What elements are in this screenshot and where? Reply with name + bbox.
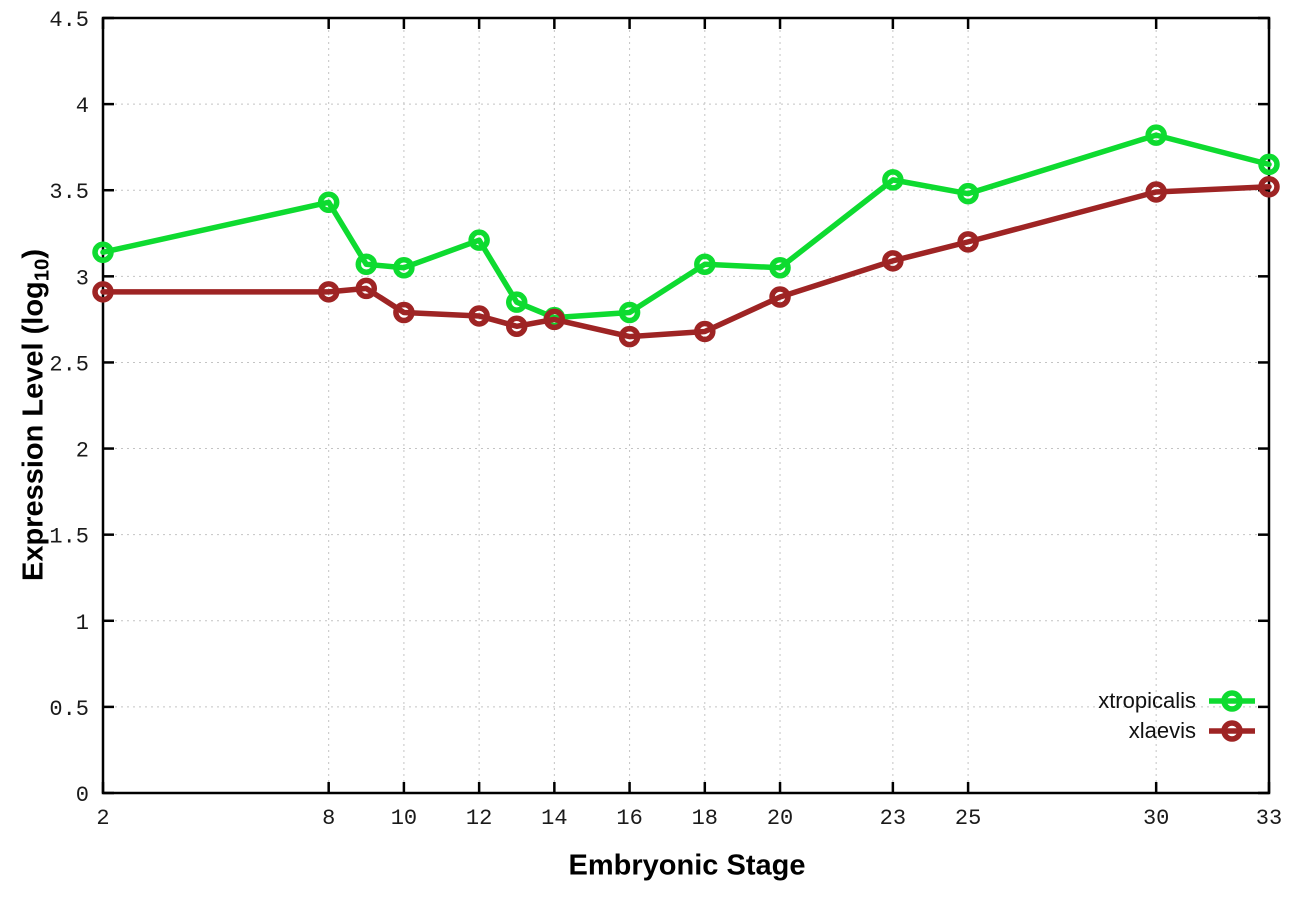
legend-item-xtropicalis: xtropicalis — [1098, 686, 1256, 716]
svg-text:1: 1 — [76, 611, 89, 636]
series-xlaevis-markers — [92, 176, 1280, 348]
legend-label-xtropicalis: xtropicalis — [1098, 688, 1196, 713]
axis-border — [101, 16, 1271, 795]
x-tick-labels: 2 8 10 12 14 16 18 20 23 25 30 33 — [96, 806, 1282, 831]
svg-text:30: 30 — [1143, 806, 1169, 831]
svg-text:2.5: 2.5 — [49, 352, 89, 377]
series-xtropicalis — [92, 124, 1280, 329]
svg-text:20: 20 — [767, 806, 793, 831]
svg-text:3: 3 — [76, 266, 89, 291]
x-axis-title: Embryonic Stage — [568, 849, 806, 882]
y-axis-title-suffix: ) — [17, 249, 50, 259]
legend: xtropicalis xlaevis — [1098, 686, 1256, 746]
svg-text:16: 16 — [616, 806, 642, 831]
svg-text:33: 33 — [1256, 806, 1282, 831]
svg-text:3.5: 3.5 — [49, 180, 89, 205]
legend-label-xlaevis: xlaevis — [1128, 718, 1196, 743]
svg-text:2: 2 — [76, 439, 89, 464]
svg-text:14: 14 — [541, 806, 567, 831]
svg-text:4.5: 4.5 — [49, 8, 89, 33]
svg-text:25: 25 — [955, 806, 981, 831]
grid-lines — [103, 18, 1269, 793]
y-axis-title: Expression Level (log10) — [18, 249, 55, 581]
series-xtropicalis-markers — [92, 124, 1280, 329]
series-xlaevis — [92, 176, 1280, 348]
svg-text:0.5: 0.5 — [49, 697, 89, 722]
y-axis-title-text: Expression Level (log — [17, 281, 50, 581]
svg-text:2: 2 — [96, 806, 109, 831]
xlaevis-legend-marker-icon — [1209, 720, 1255, 742]
svg-text:10: 10 — [391, 806, 417, 831]
axis-ticks — [101, 16, 1271, 795]
svg-text:1.5: 1.5 — [49, 525, 89, 550]
svg-text:18: 18 — [692, 806, 718, 831]
legend-item-xlaevis: xlaevis — [1129, 716, 1256, 746]
xtropicalis-legend-marker-icon — [1209, 690, 1255, 712]
svg-text:12: 12 — [466, 806, 492, 831]
svg-text:0: 0 — [76, 783, 89, 808]
svg-text:8: 8 — [322, 806, 335, 831]
y-tick-labels: 0 0.5 1 1.5 2 2.5 3 3.5 4 4.5 — [49, 8, 89, 808]
svg-text:23: 23 — [880, 806, 906, 831]
svg-text:4: 4 — [76, 94, 89, 119]
series-xlaevis-line — [100, 184, 1272, 340]
y-axis-title-subscript: 10 — [31, 258, 54, 282]
